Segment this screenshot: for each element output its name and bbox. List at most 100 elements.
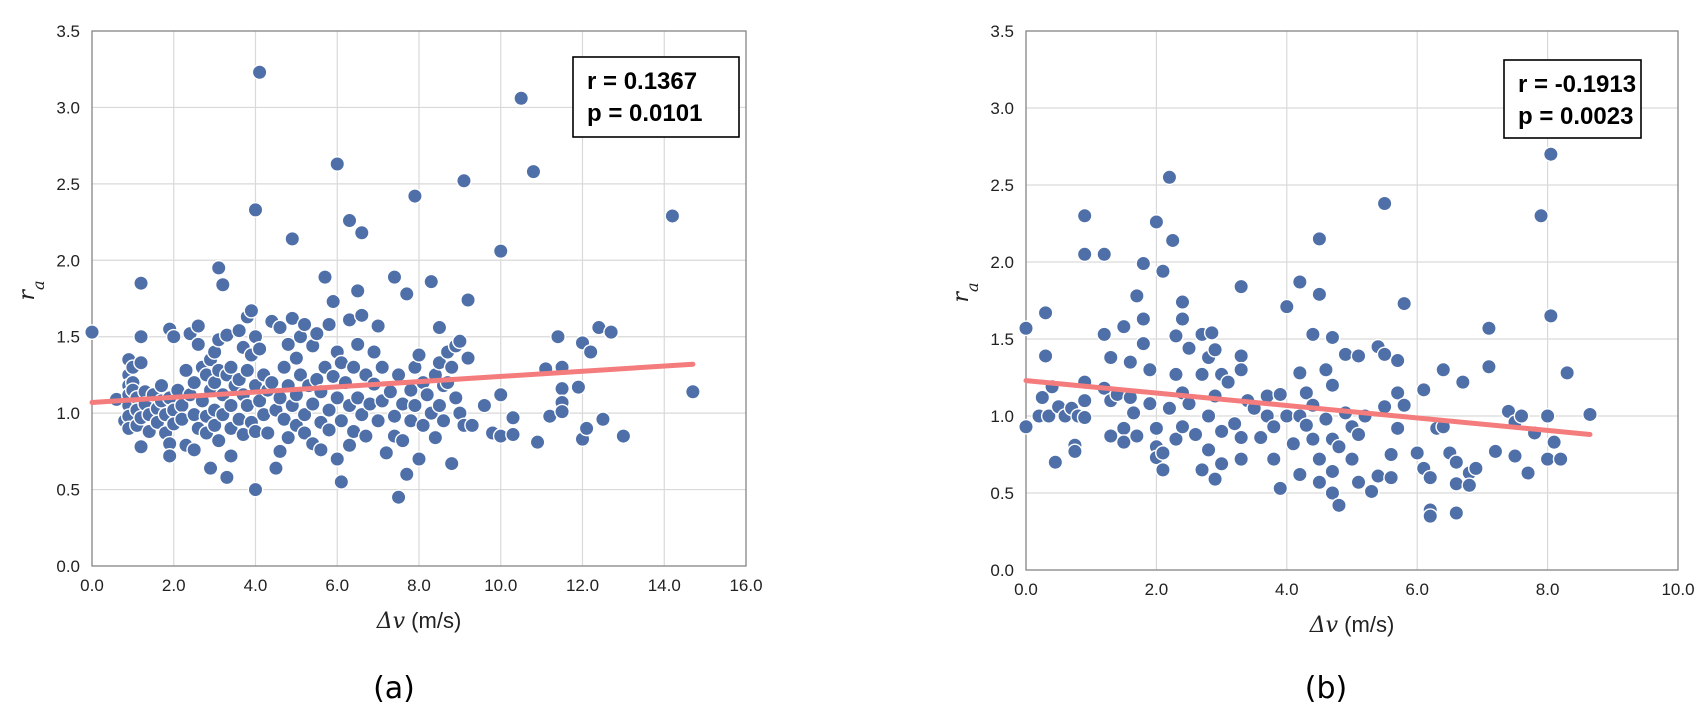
data-point — [554, 380, 570, 397]
data-point — [1168, 431, 1184, 447]
data-point — [1187, 426, 1204, 443]
data-point — [133, 354, 149, 371]
x-tick-label: 10.0 — [1661, 580, 1694, 599]
y-axis-subscript: a — [29, 280, 48, 290]
data-point — [398, 286, 415, 302]
data-point — [272, 443, 288, 460]
data-point — [1141, 395, 1158, 412]
x-axis-symbol: Δv — [376, 609, 406, 634]
data-point — [1207, 471, 1223, 488]
data-point — [1200, 441, 1217, 458]
data-point — [1481, 320, 1497, 337]
y-tick-label: 1.5 — [56, 328, 80, 347]
data-point — [595, 411, 611, 428]
x-tick-label: 8.0 — [407, 576, 431, 595]
data-point — [1304, 326, 1321, 343]
data-point — [1096, 246, 1113, 263]
data-point — [684, 383, 701, 400]
data-point — [1168, 366, 1184, 383]
x-tick-label: 12.0 — [566, 576, 599, 595]
x-tick-label: 8.0 — [1536, 580, 1560, 599]
r-value: r = 0.1367 — [587, 68, 697, 95]
data-point — [353, 307, 370, 324]
data-point — [165, 328, 182, 345]
data-point — [370, 318, 387, 334]
data-point — [341, 437, 358, 454]
data-point — [378, 444, 395, 461]
stats-box-frame — [572, 56, 740, 138]
data-point — [554, 403, 570, 420]
data-point — [353, 224, 370, 241]
data-point — [263, 374, 280, 391]
y-axis-symbol: r — [15, 289, 40, 301]
data-point — [280, 429, 297, 446]
data-point — [1233, 278, 1250, 295]
data-point — [550, 328, 566, 345]
data-point — [206, 417, 223, 434]
data-point — [427, 429, 444, 446]
data-point — [419, 386, 436, 403]
data-point — [1376, 346, 1393, 363]
data-point — [1040, 408, 1057, 424]
data-point — [251, 64, 268, 81]
data-point — [443, 359, 460, 376]
data-point — [1135, 335, 1152, 352]
data-point — [190, 318, 207, 334]
x-tick-label: 0.0 — [80, 576, 104, 595]
data-point — [1135, 311, 1152, 327]
data-point — [247, 201, 264, 218]
data-point — [423, 273, 440, 290]
data-point — [1265, 451, 1282, 468]
r-value: r = -0.1913 — [1518, 71, 1636, 98]
data-point — [1533, 207, 1549, 224]
data-point — [578, 420, 595, 437]
data-point — [1115, 420, 1132, 437]
data-point — [1125, 405, 1142, 421]
data-point — [202, 460, 219, 477]
data-point — [1311, 286, 1328, 303]
data-point — [1164, 232, 1181, 249]
data-point — [1037, 348, 1054, 364]
data-point — [1076, 392, 1093, 409]
data-point — [1396, 295, 1413, 312]
data-point — [505, 426, 521, 443]
data-point — [1350, 426, 1367, 443]
data-point — [280, 336, 297, 353]
data-point — [1383, 469, 1400, 486]
data-point — [1018, 320, 1034, 337]
data-point — [1324, 485, 1341, 501]
data-point — [214, 276, 231, 293]
data-point — [492, 243, 509, 260]
data-point — [1298, 384, 1315, 401]
data-point — [178, 362, 194, 379]
y-tick-label: 1.5 — [990, 330, 1014, 349]
plot-frame-b — [1025, 30, 1679, 571]
data-point — [1331, 497, 1347, 514]
data-point — [407, 397, 423, 414]
data-point — [161, 448, 178, 464]
data-point — [1376, 195, 1393, 212]
data-point — [1559, 364, 1576, 381]
data-point — [1520, 465, 1536, 481]
data-point — [1467, 460, 1484, 477]
data-point — [312, 441, 329, 458]
data-point — [349, 282, 366, 299]
y-tick-label: 1.0 — [990, 407, 1014, 426]
p-value: p = 0.0023 — [1518, 103, 1633, 130]
y-tick-label: 2.5 — [56, 175, 80, 194]
data-point — [325, 368, 342, 385]
data-point — [451, 333, 468, 350]
data-point — [1448, 454, 1465, 471]
x-axis-label: Δv (m/s) — [376, 608, 462, 634]
data-point — [1174, 418, 1191, 435]
data-point — [1018, 418, 1034, 435]
data-point — [1067, 443, 1083, 460]
data-point — [321, 402, 337, 418]
data-point — [394, 432, 411, 449]
data-point — [390, 489, 407, 506]
data-point — [1233, 429, 1250, 446]
data-point — [284, 310, 301, 327]
data-point — [223, 448, 239, 464]
data-point — [1128, 287, 1145, 304]
